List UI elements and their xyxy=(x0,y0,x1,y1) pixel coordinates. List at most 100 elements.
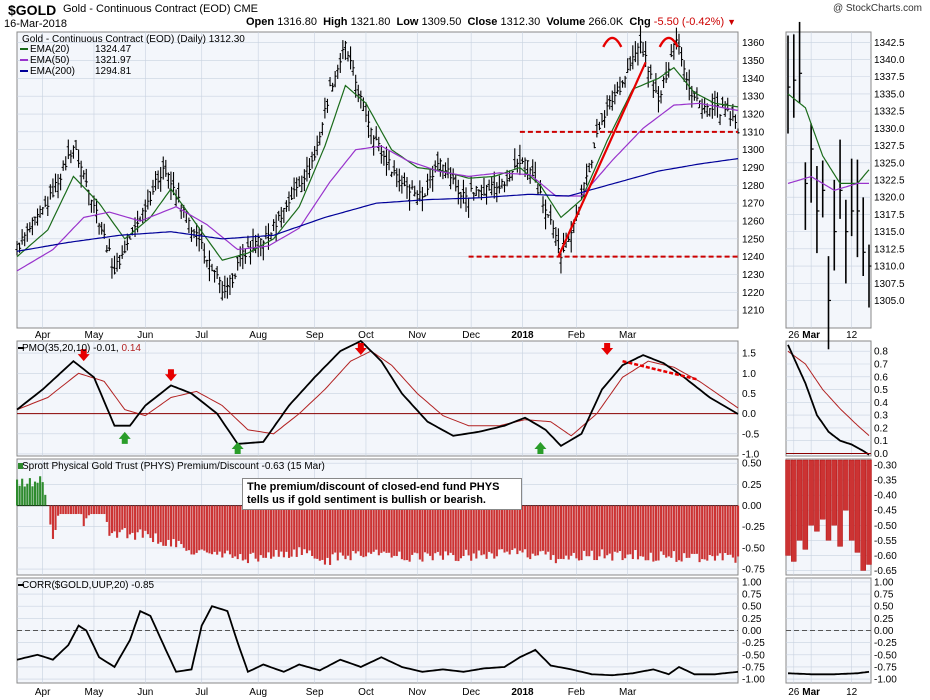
bottom-zoom-x-label: 26 xyxy=(788,687,800,698)
ohlc-bar xyxy=(443,162,448,179)
x-month-label: May xyxy=(85,330,104,341)
ohlc-bar xyxy=(69,150,73,164)
corr-panel-title: CORR($GOLD,UUP,20) -0.85 xyxy=(22,580,155,591)
zoom-price-axis-tick-label: 1320.0 xyxy=(874,193,905,204)
premium-bar xyxy=(157,505,160,544)
ohlc-bar xyxy=(703,97,707,114)
ohlc-bar xyxy=(405,176,409,199)
premium-bar xyxy=(264,505,267,558)
zoom-ohlc-bar xyxy=(804,162,808,230)
premium-bar xyxy=(611,505,614,561)
ohlc-bar xyxy=(413,185,417,197)
ema50-line xyxy=(16,102,739,272)
prem-axis-tick-label: -0.50 xyxy=(742,543,765,554)
premium-bar xyxy=(724,505,727,553)
premium-bar xyxy=(447,505,450,556)
ohlc-bar xyxy=(35,208,40,226)
ohlc-bar xyxy=(328,77,332,87)
premium-bar xyxy=(23,486,26,506)
x-month-label: Mar xyxy=(619,330,637,341)
premium-bar xyxy=(287,505,291,558)
ohlc-bar xyxy=(287,191,291,212)
premium-bar xyxy=(534,505,537,556)
premium-bar xyxy=(270,505,273,559)
annotation-box: The premium/discount of closed-end fund … xyxy=(242,478,522,510)
ohlc-bar xyxy=(592,142,596,149)
premium-bar xyxy=(339,505,342,553)
premium-bar xyxy=(624,505,627,559)
premium-bar xyxy=(234,505,237,557)
ohlc-bar xyxy=(531,159,535,177)
premium-bar xyxy=(203,505,206,551)
premium-bar xyxy=(680,505,683,562)
zoom-corr-axis-tick-label: 0.00 xyxy=(874,626,894,637)
premium-bar xyxy=(141,505,144,538)
bottom-x-month-label: Dec xyxy=(462,687,480,698)
corr-axis-tick-label: 0.50 xyxy=(742,602,762,613)
premium-bar xyxy=(95,505,98,515)
premium-bar xyxy=(277,505,280,557)
premium-bar xyxy=(169,505,173,547)
zoom-ohlc-bar xyxy=(787,35,791,134)
ohlc-bar xyxy=(277,210,281,221)
premium-bar xyxy=(616,505,619,553)
premium-bar xyxy=(452,505,455,556)
premium-bar xyxy=(18,485,21,506)
premium-bar xyxy=(295,505,298,557)
premium-bar xyxy=(159,505,162,543)
ohlc-bar xyxy=(677,33,681,55)
premium-bar xyxy=(701,505,704,560)
ohlc-bar xyxy=(97,222,101,235)
ohlc-bar xyxy=(618,76,622,96)
ohlc-bar xyxy=(256,233,260,258)
price-axis-tick-label: 1360 xyxy=(742,38,765,49)
premium-bar xyxy=(408,505,411,562)
corr-axis-tick-label: -0.75 xyxy=(742,662,765,673)
premium-bar xyxy=(421,505,424,562)
sell-arrow-icon xyxy=(601,343,614,355)
premium-bar xyxy=(226,505,229,551)
zoom-pmo-axis-tick-label: 0.3 xyxy=(874,411,888,422)
premium-bar xyxy=(580,505,583,561)
premium-bar xyxy=(36,482,39,506)
bottom-x-month-label: Nov xyxy=(408,687,426,698)
ohlc-bar xyxy=(397,168,401,192)
sell-arrow-icon xyxy=(354,343,367,355)
bottom-x-month-label: Oct xyxy=(358,687,374,698)
ohlc-bar xyxy=(526,160,530,181)
premium-bar xyxy=(77,505,80,514)
low-label: Low xyxy=(396,16,419,28)
bottom-x-month-label: Sep xyxy=(306,687,324,698)
close-value: 1312.30 xyxy=(500,16,541,28)
ohlc-bar xyxy=(484,184,489,205)
ohlc-bar xyxy=(402,172,407,187)
zoom-corr-axis-tick-label: -0.75 xyxy=(874,662,897,673)
corr-axis-tick-label: 0.00 xyxy=(742,626,762,637)
zoom-x-label: 12 xyxy=(846,330,858,341)
premium-bar xyxy=(293,505,296,550)
zoom-corr-axis-tick-label: 0.50 xyxy=(874,602,894,613)
ohlc-bar xyxy=(164,159,168,177)
premium-bar xyxy=(529,505,532,560)
premium-bar xyxy=(336,505,339,561)
pmo-signal-value: 0.14 xyxy=(122,343,142,354)
premium-bar xyxy=(549,505,552,560)
premium-bar xyxy=(541,505,545,551)
sell-arrow-icon xyxy=(77,349,90,362)
premium-bar xyxy=(67,505,70,515)
premium-bar xyxy=(477,505,480,551)
ohlc-bar xyxy=(631,45,635,70)
premium-bar xyxy=(21,478,24,506)
premium-bar xyxy=(395,505,398,557)
ohlc-bar xyxy=(379,144,383,164)
chg-value: -5.50 (-0.42%) xyxy=(653,16,725,28)
ohlc-bar xyxy=(733,114,738,129)
ohlc-bar xyxy=(325,98,330,113)
premium-bar xyxy=(51,505,55,539)
premium-bar xyxy=(526,505,529,558)
ohlc-bar xyxy=(723,101,727,117)
ohlc-bar xyxy=(289,186,294,200)
ohlc-bar xyxy=(115,252,119,272)
premium-bar xyxy=(598,505,601,557)
ohlc-bar xyxy=(343,40,348,60)
